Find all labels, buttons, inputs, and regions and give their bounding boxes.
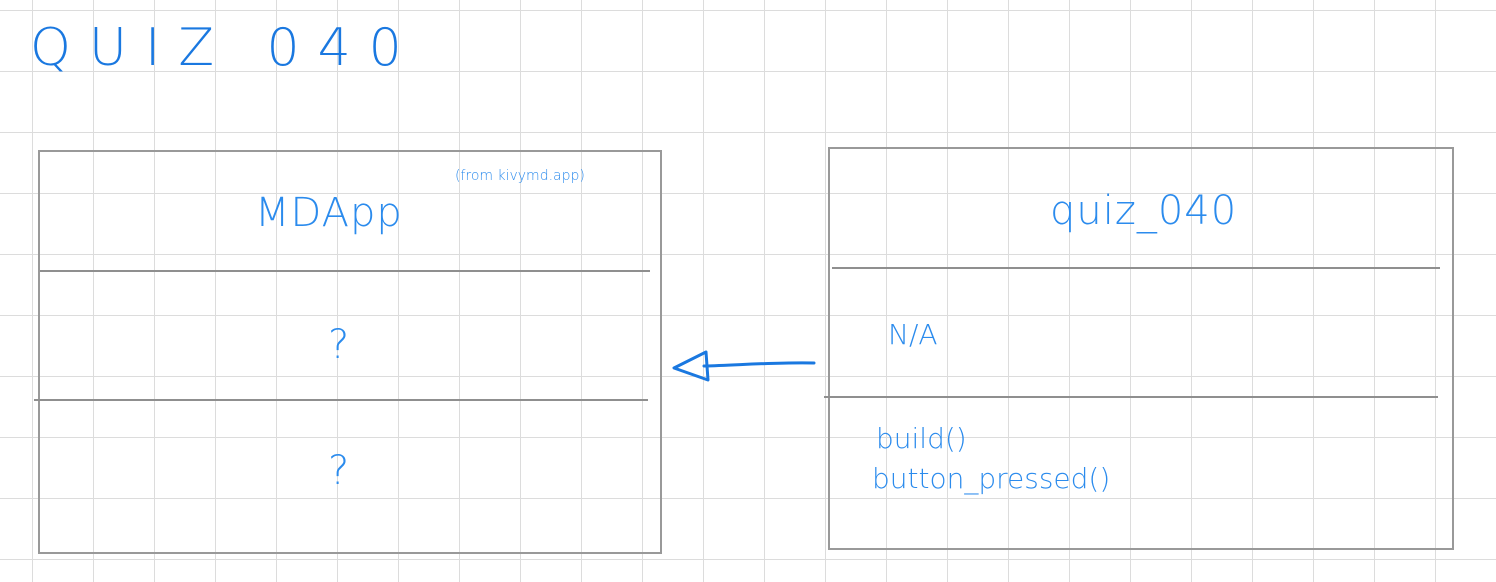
class-box-quiz-040 <box>828 147 1454 550</box>
inheritance-arrow-head <box>672 350 710 382</box>
class-method-build: build() <box>876 422 967 455</box>
class-methods-mdapp: ? <box>328 448 350 494</box>
class-source-note: (from kivymd.app) <box>455 168 585 184</box>
class-attributes-divider-quiz-040 <box>824 396 1438 398</box>
class-attributes-mdapp: ? <box>328 322 350 368</box>
class-attributes-divider-mdapp <box>34 399 648 401</box>
class-method-button-pressed: button_pressed() <box>872 462 1111 495</box>
class-box-mdapp <box>38 150 662 554</box>
class-name-quiz-040: quiz_040 <box>1050 188 1238 234</box>
inheritance-arrow <box>672 350 816 382</box>
page-title: QUIZ 040 <box>30 18 420 78</box>
class-attributes-quiz-040: N/A <box>888 318 938 351</box>
class-name-divider-mdapp <box>40 270 650 272</box>
class-name-mdapp: MDApp <box>255 190 403 236</box>
class-name-divider-quiz-040 <box>832 267 1440 269</box>
inheritance-arrow-line <box>702 361 816 368</box>
